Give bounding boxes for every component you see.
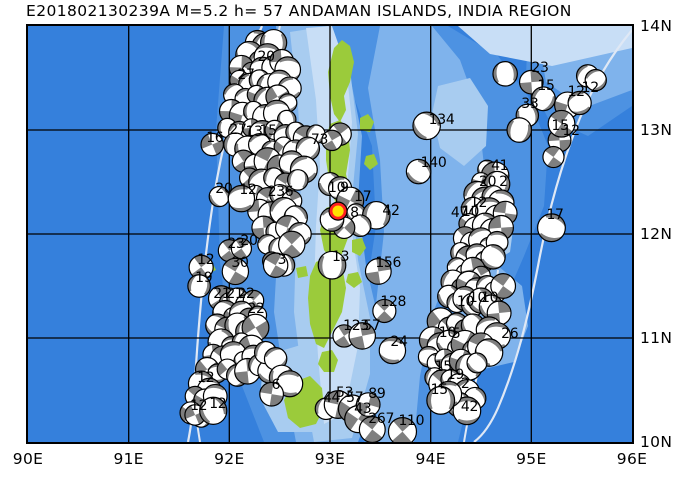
bathy-shelf-3 bbox=[432, 78, 488, 166]
land-islet-green-dot bbox=[296, 266, 308, 278]
beachball bbox=[530, 86, 556, 112]
land-car-nicobar bbox=[360, 114, 374, 132]
x-tick-96E: 96E bbox=[616, 450, 648, 468]
land-north-andaman bbox=[328, 40, 354, 122]
land-small-islet-c bbox=[346, 272, 362, 288]
map-canvas: 20 27 27 13 15 16 73 23 15 33 12 12 15 12 134 140 236 20 1… bbox=[28, 26, 632, 442]
bathy-pale-top bbox=[458, 26, 632, 66]
land-south-andaman bbox=[308, 256, 346, 348]
beachball bbox=[426, 385, 456, 415]
y-tick-14N: 14N bbox=[640, 17, 673, 35]
beachball bbox=[584, 68, 607, 92]
beachball bbox=[199, 396, 228, 425]
x-tick-92E: 92E bbox=[214, 450, 245, 468]
bathymetry-map bbox=[28, 26, 632, 442]
focal-mechanism-layer bbox=[179, 28, 607, 442]
beachball bbox=[355, 392, 381, 417]
y-tick-12N: 12N bbox=[640, 225, 673, 243]
land-rutland bbox=[318, 350, 338, 372]
x-tick-90E: 90E bbox=[12, 450, 44, 468]
y-tick-13N: 13N bbox=[640, 121, 673, 139]
beachball bbox=[277, 230, 306, 259]
beachball bbox=[387, 417, 418, 442]
beachball bbox=[364, 258, 392, 285]
y-tick-10N: 10N bbox=[640, 433, 673, 451]
x-tick-94E: 94E bbox=[415, 450, 446, 468]
map-frame: 20 27 27 13 15 16 73 23 15 33 12 12 15 12 134 140 236 20 1… bbox=[26, 24, 634, 444]
beachball bbox=[412, 111, 441, 141]
beachball bbox=[358, 416, 386, 442]
x-tick-95E: 95E bbox=[516, 450, 547, 468]
land-small-islet-b bbox=[352, 238, 366, 256]
beachball bbox=[547, 109, 576, 138]
beachball bbox=[492, 61, 518, 87]
beachball bbox=[372, 298, 397, 324]
beachball bbox=[480, 244, 506, 270]
page-title: E201802130239A M=5.2 h= 57 ANDAMAN ISLAN… bbox=[26, 2, 572, 20]
y-tick-11N: 11N bbox=[640, 329, 673, 347]
beachball bbox=[317, 250, 347, 280]
beachball bbox=[536, 213, 566, 243]
beachball bbox=[259, 381, 285, 407]
x-tick-93E: 93E bbox=[314, 450, 346, 468]
main-event-star bbox=[328, 201, 348, 221]
beachball bbox=[490, 273, 517, 299]
beachball bbox=[466, 352, 488, 374]
beachball bbox=[542, 145, 565, 169]
beachball bbox=[221, 257, 250, 286]
beachball bbox=[348, 322, 377, 350]
beachball bbox=[263, 347, 288, 371]
beachball bbox=[200, 132, 225, 157]
beachball bbox=[262, 252, 289, 278]
beachball bbox=[321, 129, 343, 152]
x-tick-91E: 91E bbox=[113, 450, 144, 468]
beachball bbox=[230, 237, 253, 260]
land-islet-east bbox=[364, 154, 378, 170]
